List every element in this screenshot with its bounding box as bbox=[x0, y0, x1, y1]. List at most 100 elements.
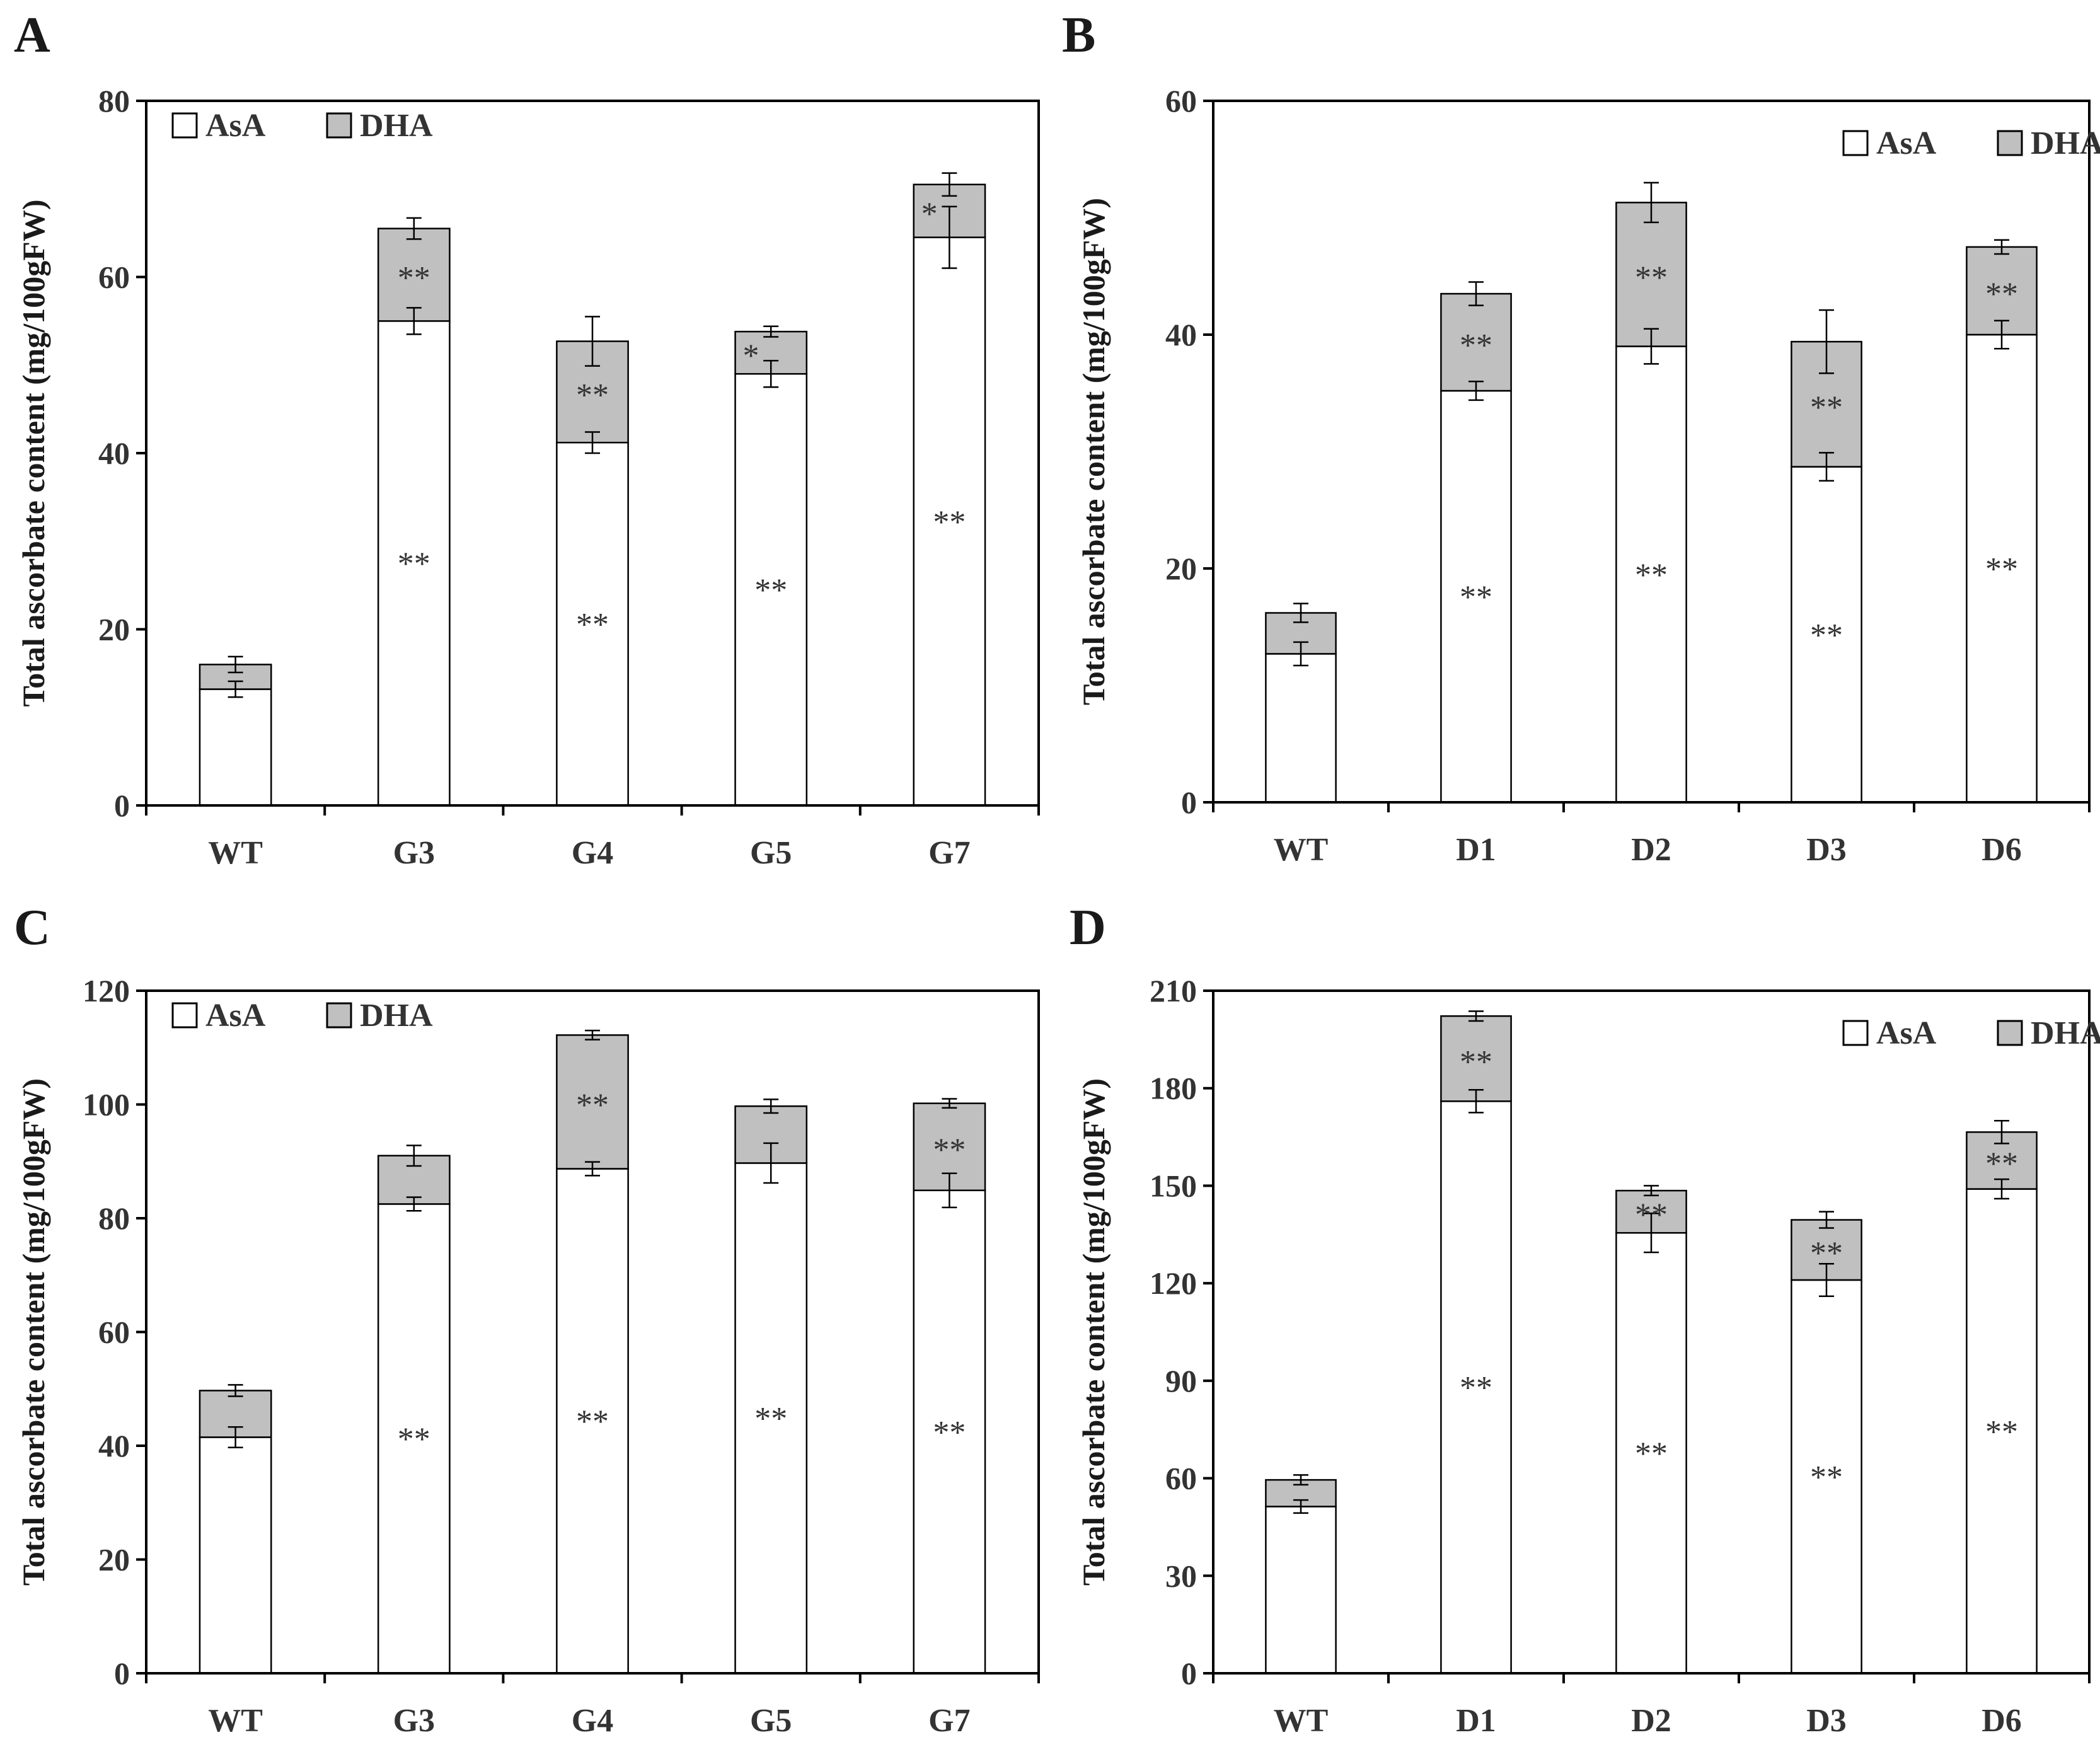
y-tick-label: 20 bbox=[98, 612, 130, 647]
x-tick-label-wt: WT bbox=[208, 835, 263, 871]
y-tick-label: 0 bbox=[114, 1656, 130, 1691]
significance-asa-g7: ** bbox=[933, 504, 966, 540]
significance-dha-d2: ** bbox=[1635, 260, 1668, 296]
legend-label-dha: DHA bbox=[360, 108, 433, 144]
x-tick-label-d6: D6 bbox=[1982, 1703, 2022, 1739]
plot-frame bbox=[1212, 989, 2091, 1675]
legend: AsA DHA bbox=[171, 998, 433, 1034]
significance-dha-g7: * bbox=[921, 197, 938, 233]
y-tick-label: 80 bbox=[98, 83, 130, 118]
x-tick-label-wt: WT bbox=[1274, 1703, 1329, 1739]
x-tick-label-g3: G3 bbox=[393, 835, 435, 871]
bar-asa-g3 bbox=[377, 1203, 451, 1675]
y-tick-label: 60 bbox=[98, 1315, 130, 1350]
x-tick-label-g4: G4 bbox=[572, 835, 613, 871]
significance-dha-d3: ** bbox=[1810, 389, 1843, 425]
legend-swatch-dha bbox=[326, 1002, 352, 1029]
x-tick-label-d1: D1 bbox=[1456, 832, 1496, 868]
significance-dha-d1: ** bbox=[1460, 328, 1492, 364]
x-tick-label-wt: WT bbox=[1274, 832, 1329, 868]
bar-asa-d2 bbox=[1615, 345, 1687, 804]
y-tick-label: 30 bbox=[1165, 1558, 1197, 1593]
y-tick-label: 100 bbox=[83, 1087, 130, 1122]
bar-dha-d1 bbox=[1440, 292, 1512, 392]
significance-asa-d2: ** bbox=[1635, 557, 1668, 593]
significance-dha-g7: ** bbox=[933, 1133, 966, 1168]
y-tick-label: 60 bbox=[98, 260, 130, 295]
significance-asa-g3: ** bbox=[398, 1422, 430, 1458]
significance-dha-g3: ** bbox=[398, 260, 430, 296]
bar-asa-wt bbox=[199, 688, 272, 807]
bars: ** ** ** ** ** ** ** ** bbox=[1265, 1010, 2038, 1675]
x-tick-label-d6: D6 bbox=[1982, 832, 2022, 868]
bar-asa-g5 bbox=[734, 372, 808, 807]
bars: ** ** ** ** ** ** bbox=[199, 1029, 986, 1675]
bar-dha-d2 bbox=[1615, 202, 1687, 347]
legend-label-dha: DHA bbox=[2031, 1015, 2100, 1051]
significance-dha-g4: ** bbox=[576, 1087, 609, 1123]
legend: AsA DHA bbox=[1842, 1015, 2100, 1051]
bar-asa-d3 bbox=[1791, 466, 1862, 804]
significance-asa-d6: ** bbox=[1985, 1414, 2018, 1450]
legend-swatch-dha bbox=[1997, 130, 2023, 156]
x-tick-label-d2: D2 bbox=[1631, 832, 1671, 868]
bar-asa-g4 bbox=[556, 1168, 629, 1675]
y-tick-label: 120 bbox=[83, 973, 130, 1008]
panel-letter: C bbox=[14, 900, 50, 955]
x-tick-label-d2: D2 bbox=[1631, 1703, 1671, 1739]
legend-label-dha: DHA bbox=[360, 998, 433, 1034]
panel-letter: A bbox=[14, 8, 50, 63]
bar-asa-wt bbox=[199, 1436, 272, 1675]
significance-asa-d1: ** bbox=[1460, 1370, 1492, 1406]
bar-dha-g3 bbox=[377, 228, 451, 322]
bar-asa-d2 bbox=[1615, 1231, 1687, 1675]
legend-label-dha: DHA bbox=[2031, 125, 2100, 161]
x-tick-label-wt: WT bbox=[208, 1703, 263, 1739]
x-tick-label-g3: G3 bbox=[393, 1703, 435, 1739]
y-tick-label: 180 bbox=[1150, 1071, 1197, 1106]
significance-asa-g4: ** bbox=[576, 1404, 609, 1440]
panel-c: C Total ascorbate content (mg/100gFW) ** **… bbox=[14, 900, 1040, 1739]
bar-asa-d6 bbox=[1966, 1188, 2038, 1675]
significance-dha-d6: ** bbox=[1985, 1146, 2018, 1182]
x-tick-label-d3: D3 bbox=[1806, 832, 1847, 868]
x-tick-label-g7: G7 bbox=[928, 1703, 970, 1739]
legend-swatch-asa bbox=[1842, 130, 1869, 156]
legend-label-asa: AsA bbox=[205, 998, 266, 1034]
significance-dha-d2: ** bbox=[1635, 1197, 1668, 1233]
significance-asa-d6: ** bbox=[1985, 551, 2018, 587]
x-tick-label-d3: D3 bbox=[1806, 1703, 1847, 1739]
bar-asa-g7 bbox=[913, 236, 986, 807]
significance-asa-d1: ** bbox=[1460, 580, 1492, 616]
significance-asa-d3: ** bbox=[1810, 618, 1843, 654]
plot-frame bbox=[1212, 100, 2091, 804]
panel-letter: B bbox=[1062, 8, 1095, 63]
y-axis-label: Total ascorbate content (mg/100gFW) bbox=[1076, 1078, 1111, 1586]
bar-asa-d6 bbox=[1966, 333, 2038, 804]
significance-dha-d3: ** bbox=[1810, 1235, 1843, 1271]
y-tick-label: 60 bbox=[1165, 1461, 1197, 1496]
y-tick-label: 0 bbox=[114, 788, 130, 823]
legend-swatch-asa bbox=[171, 1002, 198, 1029]
legend: AsA DHA bbox=[1842, 125, 2100, 161]
significance-asa-g3: ** bbox=[398, 546, 430, 582]
y-tick-label: 0 bbox=[1181, 1656, 1197, 1691]
x-tick-label-d1: D1 bbox=[1456, 1703, 1496, 1739]
x-tick-label-g7: G7 bbox=[928, 835, 970, 871]
bar-dha-wt bbox=[199, 1390, 272, 1438]
y-tick-label: 20 bbox=[98, 1542, 130, 1577]
x-tick-label-g5: G5 bbox=[750, 835, 792, 871]
y-axis-label: Total ascorbate content (mg/100gFW) bbox=[16, 1078, 51, 1586]
significance-asa-g4: ** bbox=[576, 607, 609, 643]
y-tick-label: 40 bbox=[98, 1428, 130, 1463]
legend-label-asa: AsA bbox=[1876, 1015, 1937, 1051]
legend-swatch-dha bbox=[1997, 1020, 2023, 1046]
bar-asa-g3 bbox=[377, 320, 451, 807]
bar-asa-d1 bbox=[1440, 1100, 1512, 1675]
legend-swatch-asa bbox=[171, 112, 198, 139]
y-tick-label: 210 bbox=[1150, 973, 1197, 1008]
y-tick-label: 40 bbox=[1165, 317, 1197, 352]
